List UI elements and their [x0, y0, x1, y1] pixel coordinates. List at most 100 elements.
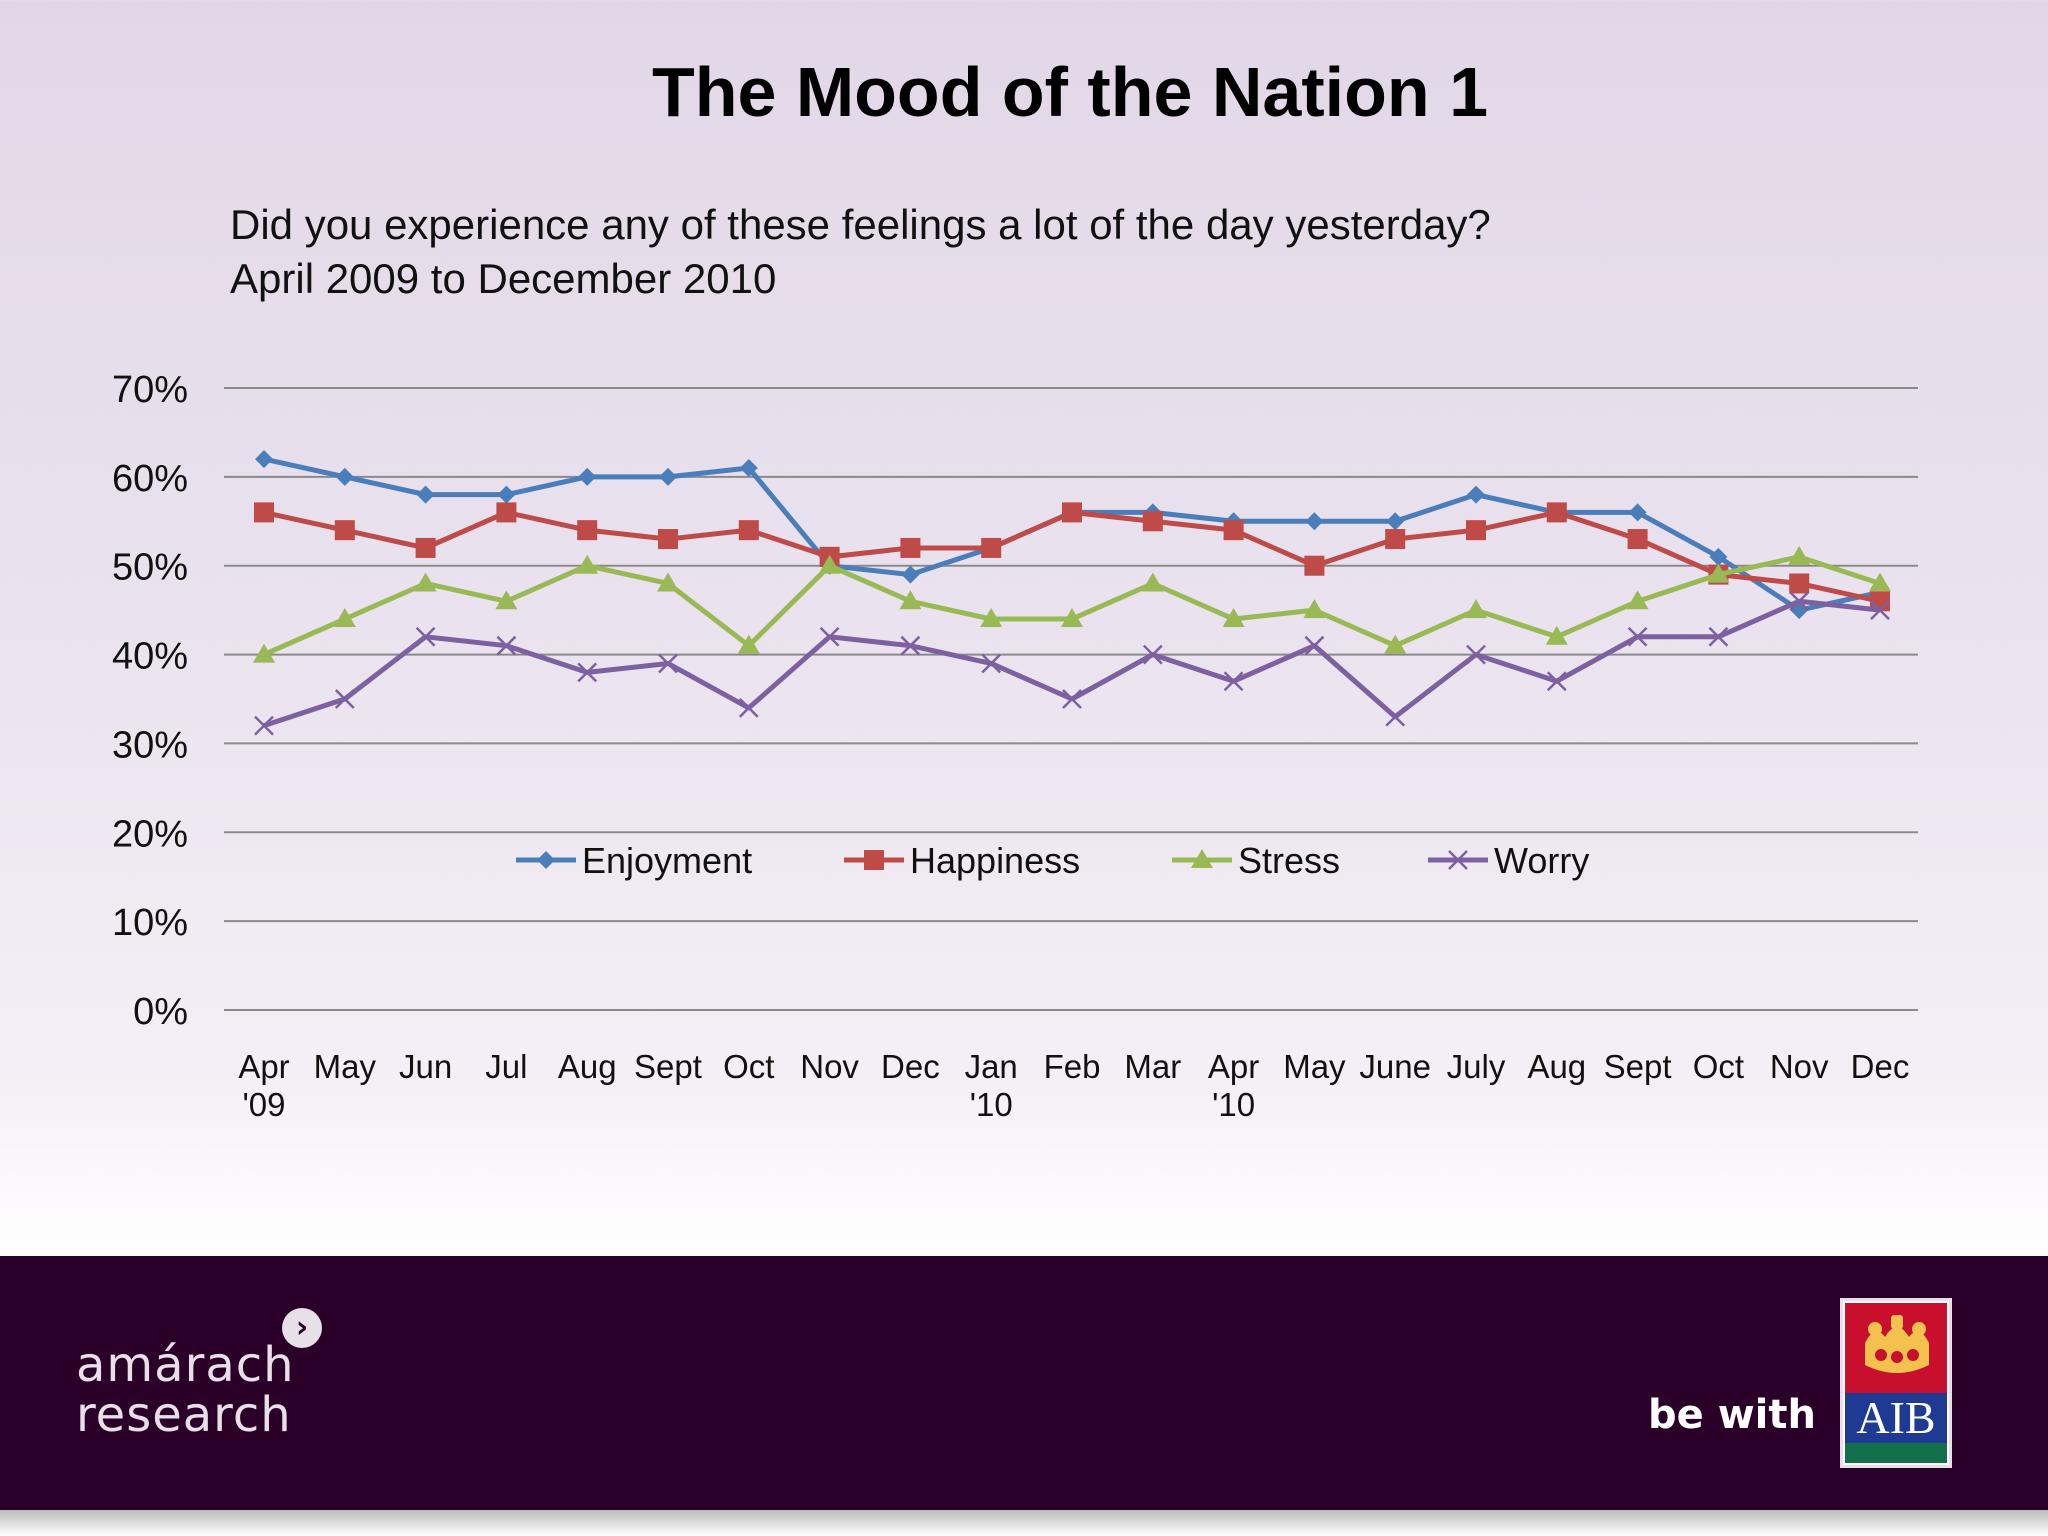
happiness-line [263, 509, 1881, 604]
x-tick-label: Aug [1527, 1048, 1586, 1085]
x-tick-label: '10 [1212, 1086, 1255, 1123]
x-tick-label: Apr [238, 1048, 289, 1085]
legend-marker [1448, 850, 1468, 870]
enjoyment-point [497, 485, 516, 504]
subtitle-date-range: April 2009 to December 2010 [230, 255, 777, 302]
x-tick-label: Dec [881, 1048, 940, 1085]
grid-lines [224, 387, 1918, 1011]
enjoyment-point [255, 450, 273, 469]
worry-point [254, 715, 274, 736]
worry-point [1142, 644, 1163, 665]
worry-point [577, 662, 598, 683]
happiness-point [981, 537, 1002, 558]
enjoyment-point [1305, 512, 1324, 531]
worry-point [1304, 635, 1325, 656]
x-tick-label: Mar [1124, 1048, 1181, 1085]
happiness-point [254, 502, 274, 523]
aib-crest-icon [1845, 1303, 1947, 1393]
y-tick-label: 30% [112, 724, 188, 766]
footer-shadow [0, 1510, 2048, 1536]
stress-point [1707, 563, 1730, 583]
stress-point [737, 634, 760, 654]
y-tick-label: 70% [112, 369, 188, 411]
x-tick-label: Feb [1044, 1048, 1101, 1085]
enjoyment-point [901, 565, 920, 584]
x-tick-label: Aug [558, 1048, 617, 1085]
legend-item-worry: Worry [1428, 840, 1589, 881]
stress-point [1465, 599, 1487, 619]
aib-blue-band [1845, 1393, 1947, 1443]
x-tick-label: Jul [485, 1048, 527, 1085]
happiness-point [1304, 555, 1325, 576]
x-tick-label: May [314, 1048, 377, 1085]
happiness-point [1142, 511, 1163, 532]
legend-label: Worry [1494, 840, 1589, 881]
x-tick-label: June [1359, 1048, 1431, 1085]
happiness-point [334, 520, 355, 541]
legend-label: Happiness [910, 840, 1080, 881]
x-tick-label: May [1283, 1048, 1346, 1085]
legend-item-enjoyment: Enjoyment [516, 840, 752, 881]
y-tick-label: 60% [112, 458, 188, 500]
enjoyment-point [1386, 512, 1405, 531]
aib-logo: AIB [1840, 1298, 1952, 1468]
chart-legend: Enjoyment Happiness Stress Worry [516, 840, 1589, 881]
happiness-point [738, 520, 759, 541]
series-stress [253, 545, 1891, 663]
x-tick-label: Jun [399, 1048, 452, 1085]
legend-label: Enjoyment [582, 840, 752, 881]
stress-point [1869, 572, 1891, 592]
enjoyment-point [1467, 485, 1485, 504]
stress-point [1061, 608, 1083, 628]
worry-point [1466, 644, 1486, 665]
stress-point [253, 643, 275, 663]
x-tick-label: Sept [1604, 1048, 1672, 1085]
worry-point [1385, 706, 1406, 727]
amarach-logo-line1: amárach [76, 1337, 295, 1393]
slide-subtitle: Did you experience any of these feelings… [230, 198, 1491, 306]
x-tick-label: Dec [1851, 1048, 1910, 1085]
series-worry [254, 591, 1890, 736]
worry-point [1870, 600, 1890, 621]
happiness-point [1627, 529, 1648, 550]
y-tick-label: 50% [112, 547, 188, 589]
worry-point [496, 635, 517, 656]
enjoyment-point [1628, 503, 1647, 522]
footer-bar [0, 1256, 2048, 1511]
stress-point [657, 572, 679, 592]
happiness-point [900, 537, 921, 558]
worry-point [658, 653, 678, 674]
stress-point [1545, 625, 1568, 645]
subtitle-question: Did you experience any of these feelings… [230, 201, 1491, 248]
legend-marker [864, 850, 884, 870]
legend-label: Stress [1238, 840, 1340, 881]
worry-point [1062, 689, 1082, 709]
slide-title: The Mood of the Nation 1 [651, 53, 1489, 131]
happiness-point [1466, 520, 1486, 541]
x-tick-label: Oct [723, 1048, 774, 1085]
stress-point [1141, 572, 1164, 592]
happiness-point [658, 529, 678, 550]
worry-point [1708, 626, 1729, 647]
series-happiness [254, 502, 1890, 612]
worry-point [981, 653, 1002, 674]
stress-point [899, 590, 922, 610]
stress-point [1222, 608, 1245, 628]
amarach-arrow-icon: › [282, 1308, 322, 1348]
enjoyment-point [578, 467, 597, 486]
enjoyment-point [335, 467, 354, 486]
happiness-point [1062, 502, 1082, 523]
x-tick-label: Sept [634, 1048, 702, 1085]
worry-point [415, 626, 436, 647]
legend-marker [1191, 849, 1213, 868]
worry-point [1223, 671, 1244, 692]
y-tick-label: 20% [112, 813, 188, 855]
happiness-point [496, 502, 517, 523]
x-tick-label: Nov [1770, 1048, 1829, 1085]
x-tick-label: '10 [970, 1086, 1013, 1123]
worry-point [1546, 671, 1567, 692]
stress-point [1303, 599, 1326, 619]
worry-point [1627, 626, 1648, 647]
x-tick-label: Nov [800, 1048, 859, 1085]
